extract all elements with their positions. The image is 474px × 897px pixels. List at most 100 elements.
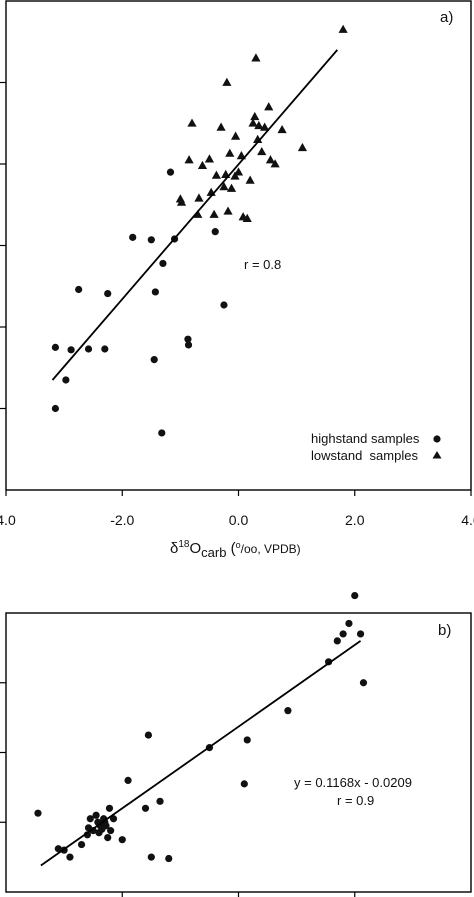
point-circle (109, 815, 118, 823)
point-circle (147, 236, 155, 244)
point-triangle (297, 142, 308, 152)
point-circle (184, 335, 192, 343)
point-triangle (211, 170, 222, 179)
point-triangle (257, 146, 267, 156)
point-triangle (197, 160, 208, 170)
point-triangle (248, 118, 258, 127)
point-circle (77, 840, 86, 849)
point-triangle (184, 155, 194, 164)
x-tick-label-2: 0.0 (229, 512, 249, 528)
panel-a-x-ticks: 4.0 -2.0 0.0 2.0 4.0 (0, 490, 474, 528)
point-circle (351, 591, 359, 600)
x-tick-label-3: 2.0 (345, 512, 365, 528)
panel-a-points (51, 24, 348, 437)
point-circle (158, 429, 166, 437)
point-circle (84, 345, 93, 353)
point-circle (102, 822, 110, 830)
point-circle (165, 854, 173, 863)
legend-highstand-marker (433, 435, 441, 443)
panel-a-r-annotation: r = 0.8 (244, 257, 281, 272)
point-triangle (209, 209, 219, 218)
point-circle (66, 853, 74, 861)
point-circle (147, 853, 155, 861)
point-circle (156, 797, 164, 805)
point-triangle (216, 122, 226, 131)
point-triangle (254, 120, 264, 130)
point-circle (144, 731, 153, 739)
point-circle (240, 780, 248, 788)
panel-a: 4.0 -2.0 0.0 2.0 4.0 a) r = 0.8 highstand sa… (0, 0, 474, 560)
panel-b-y-ticks (0, 682, 6, 823)
point-triangle (194, 193, 204, 202)
point-circle (51, 404, 60, 413)
point-circle (107, 827, 115, 835)
x-tick-label-0: 4.0 (0, 512, 16, 528)
point-triangle (245, 175, 255, 184)
panel-b-x-ticks (121, 892, 356, 897)
panel-b-equation: y = 0.1168x - 0.0209 (294, 775, 412, 790)
x-tick-label-4: 4.0 (461, 512, 474, 528)
point-triangle (264, 102, 274, 111)
point-triangle (230, 131, 241, 140)
point-triangle (277, 124, 287, 134)
point-circle (51, 343, 60, 351)
point-triangle (223, 206, 233, 215)
point-circle (359, 679, 368, 687)
point-circle (220, 301, 228, 309)
point-triangle (176, 197, 187, 206)
point-triangle (338, 24, 348, 33)
point-circle (54, 845, 62, 853)
panel-a-frame (5, 0, 472, 491)
point-circle (124, 776, 132, 785)
point-triangle (242, 213, 252, 223)
legend-lowstand-label: lowstand samples (311, 448, 418, 463)
panel-a-label: a) (440, 9, 453, 26)
point-circle (34, 809, 42, 817)
point-circle (243, 736, 251, 744)
point-circle (151, 288, 159, 296)
point-circle (339, 630, 347, 638)
panel-b-label: b) (438, 622, 451, 639)
point-triangle (253, 134, 263, 143)
point-circle (141, 804, 150, 812)
point-circle (105, 804, 114, 812)
point-triangle (251, 53, 261, 62)
point-triangle (204, 154, 215, 163)
panel-b-points (34, 591, 368, 863)
point-triangle (250, 111, 260, 121)
panel-b: b) y = 0.1168x - 0.0209 r = 0.9 (0, 591, 472, 897)
point-circle (89, 827, 97, 835)
panel-b-fit-line (40, 640, 362, 867)
point-circle (184, 341, 193, 349)
point-circle (62, 376, 70, 384)
point-circle (86, 815, 94, 823)
point-triangle (233, 167, 244, 176)
point-circle (159, 259, 167, 268)
point-triangle (187, 118, 197, 127)
point-triangle (265, 155, 276, 164)
point-circle (211, 228, 219, 236)
point-triangle (219, 182, 229, 191)
point-triangle (193, 209, 203, 218)
panel-a-y-ticks (0, 81, 6, 410)
point-circle (129, 233, 137, 241)
point-circle (356, 630, 365, 638)
panel-b-frame (5, 612, 472, 893)
point-circle (92, 811, 100, 819)
point-triangle (270, 159, 280, 168)
point-triangle (225, 148, 235, 157)
point-circle (150, 356, 158, 364)
panel-a-fit-line (51, 49, 338, 381)
point-circle (284, 707, 292, 715)
legend-lowstand-marker (432, 451, 442, 459)
panel-b-r-annotation: r = 0.9 (337, 793, 374, 808)
panel-a-x-axis-label: δ18Ocarb (o/oo, VPDB) (170, 539, 301, 560)
point-circle (104, 833, 112, 842)
point-circle (345, 619, 353, 628)
point-circle (104, 289, 112, 298)
point-circle (333, 637, 341, 645)
point-triangle (260, 122, 270, 131)
point-circle (118, 836, 126, 844)
point-circle (101, 345, 109, 353)
